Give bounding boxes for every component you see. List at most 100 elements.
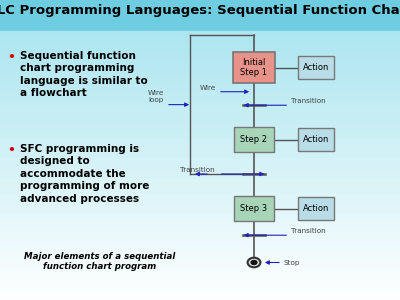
- Bar: [0, 30, 400, 31]
- Bar: [0, 63, 400, 67]
- Bar: [0, 29, 400, 31]
- Bar: [0, 186, 400, 193]
- Bar: [0, 30, 400, 31]
- Bar: [0, 99, 400, 103]
- Bar: [0, 202, 400, 206]
- Bar: [298, 197, 334, 220]
- Bar: [0, 246, 400, 251]
- Bar: [0, 215, 400, 219]
- Bar: [0, 260, 400, 264]
- Bar: [0, 246, 400, 253]
- Bar: [0, 30, 400, 31]
- Bar: [234, 196, 274, 221]
- Text: Wire
loop: Wire loop: [148, 90, 164, 103]
- Bar: [0, 29, 400, 31]
- Text: PLC Programming Languages: Sequential Function Chart: PLC Programming Languages: Sequential Fu…: [0, 4, 400, 17]
- Bar: [0, 85, 400, 90]
- Text: Step 3: Step 3: [240, 204, 268, 213]
- Bar: [0, 30, 400, 31]
- Bar: [0, 213, 400, 219]
- Bar: [0, 152, 400, 157]
- Bar: [0, 278, 400, 282]
- Bar: [0, 54, 400, 58]
- Bar: [0, 179, 400, 186]
- Bar: [0, 282, 400, 286]
- Bar: [0, 30, 400, 31]
- Bar: [0, 264, 400, 269]
- Bar: [0, 179, 400, 184]
- Bar: [0, 76, 400, 81]
- Text: SFC programming is
designed to
accommodate the
programming of more
advanced proc: SFC programming is designed to accommoda…: [20, 144, 149, 204]
- Text: Action: Action: [303, 204, 329, 213]
- Bar: [0, 266, 400, 273]
- Bar: [0, 30, 400, 31]
- Bar: [0, 30, 400, 31]
- Bar: [0, 139, 400, 143]
- Bar: [0, 58, 400, 63]
- Text: Action: Action: [303, 135, 329, 144]
- Bar: [0, 30, 400, 31]
- Bar: [0, 0, 400, 32]
- Bar: [0, 32, 400, 38]
- Bar: [0, 273, 400, 278]
- Bar: [0, 220, 400, 226]
- Bar: [298, 128, 334, 151]
- Bar: [0, 197, 400, 202]
- Bar: [0, 29, 400, 31]
- Bar: [0, 224, 400, 228]
- Bar: [0, 199, 400, 206]
- Bar: [0, 85, 400, 92]
- Bar: [0, 233, 400, 237]
- Bar: [0, 38, 400, 45]
- Bar: [0, 30, 400, 31]
- Circle shape: [250, 260, 258, 265]
- Bar: [0, 30, 400, 31]
- Bar: [0, 273, 400, 280]
- Bar: [0, 237, 400, 242]
- Text: Transition: Transition: [180, 167, 215, 172]
- Bar: [0, 269, 400, 273]
- Bar: [0, 30, 400, 31]
- Bar: [0, 72, 400, 79]
- Text: Major elements of a sequential
function chart program: Major elements of a sequential function …: [24, 252, 176, 272]
- Bar: [0, 30, 400, 31]
- Bar: [0, 27, 400, 32]
- Bar: [0, 172, 400, 179]
- Bar: [0, 81, 400, 85]
- Bar: [0, 193, 400, 197]
- Bar: [0, 65, 400, 72]
- Bar: [0, 233, 400, 240]
- Bar: [0, 157, 400, 161]
- Bar: [0, 30, 400, 31]
- Bar: [0, 242, 400, 246]
- Bar: [0, 112, 400, 116]
- Bar: [0, 30, 400, 31]
- Bar: [234, 127, 274, 152]
- Bar: [0, 139, 400, 146]
- Bar: [0, 125, 400, 132]
- Text: Step 2: Step 2: [240, 135, 268, 144]
- Bar: [0, 166, 400, 172]
- Bar: [0, 30, 400, 31]
- Bar: [0, 79, 400, 85]
- Text: •: •: [7, 51, 15, 64]
- Bar: [0, 286, 400, 293]
- Bar: [0, 143, 400, 148]
- Bar: [233, 52, 275, 83]
- Bar: [298, 56, 334, 79]
- Bar: [0, 90, 400, 94]
- Bar: [0, 30, 400, 31]
- Bar: [0, 92, 400, 99]
- Bar: [0, 206, 400, 211]
- Bar: [0, 108, 400, 112]
- Bar: [0, 99, 400, 105]
- Bar: [0, 159, 400, 166]
- Bar: [0, 132, 400, 139]
- Bar: [0, 130, 400, 134]
- Bar: [0, 148, 400, 152]
- Text: Initial
Step 1: Initial Step 1: [240, 58, 268, 77]
- Bar: [0, 36, 400, 40]
- Bar: [0, 30, 400, 31]
- Bar: [0, 58, 400, 65]
- Bar: [0, 67, 400, 72]
